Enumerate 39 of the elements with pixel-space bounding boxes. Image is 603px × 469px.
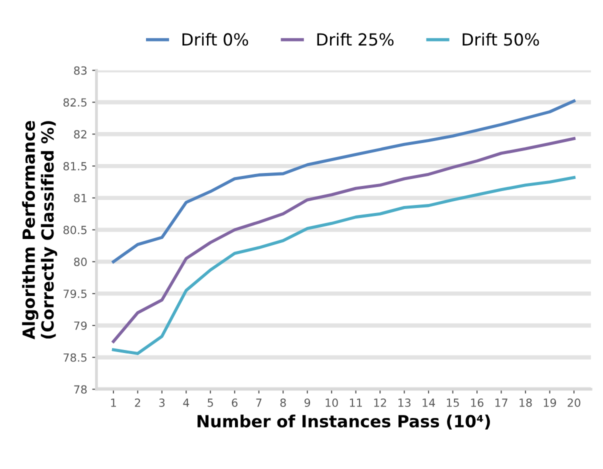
y-tick-label: 78 [74, 385, 87, 394]
y-tick-label: 78.5 [64, 353, 86, 362]
y-tick-label: 82.5 [63, 98, 86, 107]
x-tick-label: 14 [422, 398, 435, 407]
x-tick-label: 19 [544, 398, 556, 407]
y-axis-title: Algorithm Performance (Correctly Classified %) [22, 120, 58, 340]
x-axis-title: Number of Instances Pass (10⁴) [198, 414, 490, 430]
y-tick-label: 79.5 [64, 290, 86, 298]
x-tick-label: 1 [111, 398, 116, 407]
x-tick-label: 9 [304, 398, 310, 407]
y-tick-label: 82 [74, 130, 86, 139]
y-tick-label: 83 [74, 66, 87, 75]
y-tick-label: 80.5 [63, 226, 86, 234]
y-tick-label: 81 [74, 194, 86, 202]
x-tick-label: 8 [280, 398, 286, 407]
legend-label: Drift 25% [317, 32, 394, 46]
y-tick-label: 81.5 [63, 162, 86, 170]
line-series [112, 176, 576, 356]
x-tick-label: 6 [232, 398, 238, 407]
line-series [112, 137, 576, 343]
x-tick-label: 18 [520, 398, 532, 407]
x-tick-label: 2 [134, 398, 140, 407]
x-tick-label: 13 [398, 398, 410, 407]
y-tick-label: 80 [74, 258, 87, 266]
y-tick-label: 79 [74, 321, 87, 330]
legend-label: Drift 50% [462, 32, 539, 46]
line-series [112, 99, 576, 264]
x-tick-label: 15 [446, 398, 459, 407]
x-tick-label: 12 [374, 398, 386, 407]
x-tick-label: 17 [495, 398, 508, 407]
x-tick-label: 11 [350, 398, 362, 407]
x-tick-label: 3 [159, 398, 165, 407]
x-tick-label: 5 [208, 398, 213, 407]
x-tick-label: 4 [183, 398, 190, 407]
x-tick-label: 20 [568, 398, 580, 407]
legend-label: Drift 0% [182, 32, 248, 46]
x-tick-label: 7 [256, 398, 262, 407]
x-tick-label: 16 [471, 398, 484, 407]
x-tick-label: 10 [326, 398, 338, 407]
